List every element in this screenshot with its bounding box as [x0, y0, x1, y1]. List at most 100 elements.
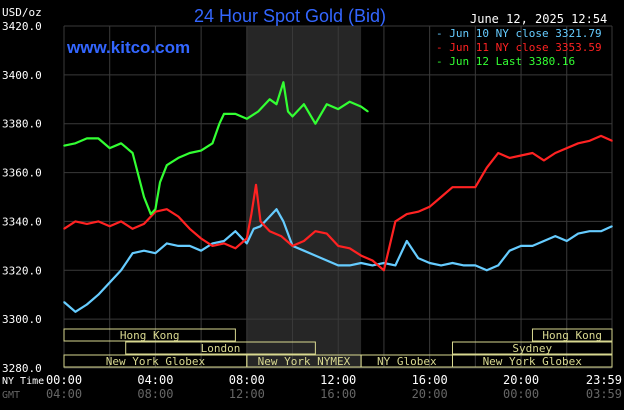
series-2-point-9	[154, 208, 157, 211]
series-2-point-11	[166, 164, 168, 167]
series-1-point-23	[303, 240, 305, 242]
series-2-point-28	[326, 103, 328, 105]
series-1-point-7	[143, 223, 145, 225]
y-tick-label-7: 3420.0	[2, 20, 42, 33]
series-1-point-19	[259, 220, 262, 223]
series-1-point-37	[463, 186, 465, 189]
session-label-6: NY Globex	[377, 355, 437, 368]
series-0-point-12	[200, 249, 202, 252]
chart-title: 24 Hour Spot Gold (Bid)	[193, 6, 387, 26]
series-1-point-26	[337, 245, 340, 247]
shaded-region-0	[246, 26, 362, 368]
y-tick-label-0: 3280.0	[2, 362, 42, 375]
series-1-point-1	[74, 220, 77, 223]
series-1-point-16	[246, 237, 248, 240]
x-tick-ny-0: 00:00	[46, 373, 82, 387]
series-1-point-42	[520, 154, 522, 157]
series-0-point-5	[120, 269, 122, 272]
series-2-point-10	[159, 181, 161, 184]
series-2-point-22	[275, 103, 278, 105]
series-1-point-6	[131, 227, 134, 230]
series-2-point-24	[287, 110, 289, 113]
ny-time-label: NY Time	[2, 376, 44, 387]
series-0-point-47	[577, 232, 579, 235]
series-2-point-32	[367, 110, 369, 113]
series-2-point-2	[86, 137, 88, 140]
series-2-point-26	[303, 103, 305, 105]
series-0-point-17	[252, 227, 255, 230]
series-1-point-0	[63, 227, 65, 230]
session-label-2: London	[201, 342, 241, 355]
series-0-point-23	[303, 249, 305, 252]
series-0-point-3	[97, 293, 100, 296]
series-0-point-48	[588, 230, 591, 232]
y-tick-label-2: 3320.0	[2, 264, 42, 277]
session-label-7: New York Globex	[483, 355, 583, 368]
series-0-point-28	[360, 262, 362, 264]
series-0-point-2	[86, 303, 88, 306]
series-2-point-15	[211, 142, 214, 145]
series-0-point-25	[326, 259, 328, 262]
series-1-point-45	[554, 152, 557, 154]
session-box-1	[531, 328, 613, 342]
series-1-point-27	[348, 247, 351, 250]
series-0-point-16	[246, 242, 248, 245]
series-1-point-34	[428, 205, 431, 208]
series-0-point-50	[611, 225, 613, 228]
chart-datetime: June 12, 2025 12:54	[470, 12, 608, 26]
series-2-point-30	[348, 100, 351, 103]
series-1-point-28	[360, 254, 362, 257]
series-0-point-11	[188, 245, 191, 247]
series-1-point-3	[97, 220, 100, 223]
series-2-point-3	[97, 137, 100, 140]
series-1-point-4	[108, 225, 111, 228]
series-0-point-44	[543, 240, 545, 242]
series-1-point-12	[200, 237, 202, 240]
series-1-point-35	[440, 196, 442, 198]
session-label-0: Hong Kong	[120, 329, 180, 342]
series-0-point-13	[211, 242, 214, 245]
series-0-point-43	[531, 245, 534, 247]
session-label-5: New York NYMEX	[258, 355, 351, 368]
series-1-point-44	[543, 159, 545, 162]
x-tick-gmt-6: 03:59	[586, 387, 622, 401]
series-1-point-36	[451, 186, 454, 189]
x-tick-gmt-4: 20:00	[412, 387, 448, 401]
series-1-point-47	[577, 142, 579, 145]
y-tick-label-4: 3360.0	[2, 167, 42, 180]
gmt-label: GMT	[2, 390, 20, 401]
series-0-point-36	[451, 262, 454, 264]
x-tick-ny-4: 16:00	[412, 373, 448, 387]
series-0-point-34	[428, 262, 431, 264]
series-2-point-8	[150, 213, 152, 215]
series-1-point-31	[394, 220, 397, 223]
x-tick-gmt-0: 04:00	[46, 387, 82, 401]
series-2-point-18	[234, 113, 237, 115]
website-link[interactable]: www.kitco.com	[67, 38, 191, 57]
series-1-point-18	[255, 183, 257, 186]
x-tick-ny-3: 12:00	[320, 373, 356, 387]
y-tick-label-3: 3340.0	[2, 215, 42, 228]
series-1-point-22	[291, 245, 294, 247]
series-1-point-11	[188, 227, 191, 230]
legend-item-jun10: - Jun 10 NY close 3321.79	[436, 27, 602, 40]
series-0-point-9	[166, 242, 168, 245]
series-1-point-10	[177, 215, 180, 218]
series-0-point-24	[314, 254, 317, 257]
session-box-2	[125, 341, 316, 355]
series-0-point-33	[417, 257, 420, 259]
series-2-point-14	[200, 149, 202, 152]
series-1-point-41	[508, 157, 511, 159]
series-0-point-1	[74, 311, 77, 313]
series-1-point-38	[474, 186, 477, 189]
y-tick-label-6: 3400.0	[2, 69, 42, 82]
series-1-point-29	[371, 259, 374, 262]
series-2-point-25	[291, 115, 294, 118]
series-0-point-49	[600, 230, 602, 232]
x-tick-gmt-3: 16:00	[320, 387, 356, 401]
series-1-point-8	[154, 210, 157, 213]
series-2-point-1	[74, 142, 77, 145]
x-tick-gmt-5: 00:00	[503, 387, 539, 401]
series-1-point-21	[280, 235, 282, 237]
